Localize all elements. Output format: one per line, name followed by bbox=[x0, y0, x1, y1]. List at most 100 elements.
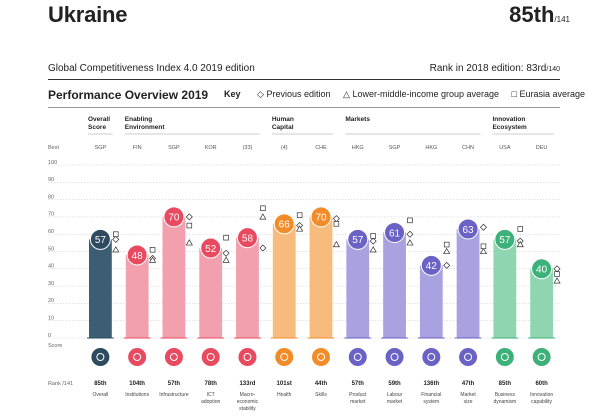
score-axis-label: Score bbox=[48, 343, 62, 349]
legend-eurasia-average-label: Eurasia average bbox=[519, 89, 586, 99]
bar bbox=[456, 229, 480, 338]
y-tick-label: 90 bbox=[48, 177, 54, 183]
pillar-label: Market bbox=[460, 392, 476, 398]
rank-value: 136th bbox=[423, 381, 439, 387]
lmi-average-marker bbox=[479, 247, 488, 255]
lightbulb-icon-glyph bbox=[537, 353, 546, 361]
overall-rank-total: /141 bbox=[554, 15, 570, 24]
country-title: Ukraine bbox=[48, 2, 128, 27]
score-value: 66 bbox=[279, 220, 291, 231]
previous-edition-marker bbox=[406, 230, 414, 238]
group-label: Enabling bbox=[125, 116, 152, 123]
award-icon-glyph bbox=[96, 353, 105, 361]
score-circle bbox=[494, 228, 516, 250]
bar bbox=[309, 216, 333, 338]
chip-icon-glyph bbox=[206, 353, 215, 361]
score-circle bbox=[384, 221, 406, 243]
lmi-average-marker bbox=[185, 239, 193, 246]
best-economy-label: SGP bbox=[95, 145, 107, 151]
eurasia-average-marker bbox=[186, 222, 193, 229]
pillar-label: Innovation bbox=[530, 392, 553, 398]
group-label: Innovation bbox=[492, 116, 525, 123]
graduation-icon bbox=[312, 348, 330, 366]
previous-edition-marker bbox=[369, 237, 377, 245]
rank-value: 59th bbox=[388, 381, 401, 387]
score-value: 61 bbox=[389, 228, 401, 239]
previous-edition-marker bbox=[112, 235, 120, 243]
rank-value: 101st bbox=[277, 381, 292, 387]
score-circle bbox=[420, 254, 442, 276]
lmi-average-marker bbox=[516, 240, 524, 248]
lmi-average-marker bbox=[222, 256, 230, 263]
bar bbox=[88, 239, 112, 338]
panel-title: Performance Overview 2019 bbox=[48, 88, 209, 102]
award-icon bbox=[91, 348, 110, 366]
y-tick-label: 60 bbox=[48, 229, 54, 235]
group-label: Markets bbox=[345, 116, 370, 123]
pillar-label: Infrastructure bbox=[159, 392, 189, 398]
group-label: Score bbox=[88, 124, 106, 131]
score-circle bbox=[310, 206, 332, 228]
bar bbox=[419, 265, 443, 338]
best-economy-label: DEU bbox=[536, 145, 548, 151]
pillar-label: capability bbox=[531, 399, 552, 405]
score-value: 48 bbox=[132, 251, 144, 262]
panel-divider bbox=[48, 107, 560, 108]
pillar-label: Business bbox=[495, 392, 516, 398]
people-icon-glyph bbox=[390, 353, 399, 361]
y-tick-label: 20 bbox=[48, 298, 54, 304]
lmi-average-marker bbox=[296, 225, 304, 232]
pillar-label: market bbox=[387, 399, 403, 405]
group-label: Human bbox=[272, 116, 294, 123]
bar bbox=[346, 239, 370, 338]
rank-value: 104th bbox=[129, 381, 145, 387]
card-icon bbox=[422, 348, 441, 366]
y-tick-label: 70 bbox=[48, 212, 54, 218]
previous-edition-marker bbox=[479, 223, 487, 231]
group-label: Capital bbox=[272, 124, 294, 131]
eurasia-average-marker bbox=[223, 234, 229, 241]
previous-edition-marker bbox=[222, 249, 230, 257]
y-tick-label: 50 bbox=[48, 246, 54, 252]
previous-edition-marker bbox=[553, 265, 561, 273]
best-economy-label: FIN bbox=[133, 145, 142, 151]
overall-rank-value: 85th bbox=[509, 2, 555, 27]
group-label: Ecosystem bbox=[492, 124, 527, 131]
lmi-average-marker bbox=[406, 239, 414, 246]
pillar-label: ICT bbox=[207, 392, 215, 398]
best-economy-label: (33) bbox=[243, 145, 253, 151]
score-circle bbox=[273, 213, 295, 235]
score-value: 57 bbox=[95, 235, 107, 246]
lmi-average-marker bbox=[148, 256, 157, 263]
y-tick-label: 100 bbox=[48, 160, 57, 166]
lmi-average-marker bbox=[259, 213, 267, 220]
lmi-average-marker bbox=[443, 247, 451, 255]
overall-rank: 85th/141 bbox=[509, 2, 570, 28]
group-label: Overall bbox=[88, 116, 110, 123]
lmi-average-marker bbox=[553, 277, 561, 284]
pillar-label: system bbox=[423, 399, 439, 405]
pillar-label: Financial bbox=[421, 392, 441, 398]
rank-value: 85th bbox=[499, 381, 512, 387]
pillar-label: size bbox=[464, 399, 473, 405]
previous-edition-marker bbox=[185, 213, 193, 221]
rank-value: 60th bbox=[535, 381, 548, 387]
bar bbox=[493, 239, 517, 338]
rank-value: 47th bbox=[462, 381, 475, 387]
score-circle bbox=[531, 258, 553, 280]
eurasia-average-marker bbox=[370, 233, 376, 239]
previous-edition-marker bbox=[259, 244, 267, 252]
eurasia-average-marker bbox=[480, 243, 487, 250]
y-tick-label: 0 bbox=[48, 333, 51, 339]
lightbulb-icon bbox=[532, 348, 551, 366]
pillar-label: economic bbox=[237, 399, 259, 405]
gavel-icon-glyph bbox=[133, 353, 142, 361]
y-tick-label: 10 bbox=[48, 316, 54, 322]
edition-label: Global Competitiveness Index 4.0 2019 ed… bbox=[48, 63, 255, 74]
bar bbox=[236, 237, 259, 338]
rank-2018: Rank in 2018 edition: 83rd/140 bbox=[430, 63, 560, 74]
lmi-average-marker bbox=[369, 246, 377, 253]
y-tick-label: 80 bbox=[48, 194, 54, 200]
heart-icon-glyph bbox=[280, 353, 289, 361]
rank-value: 85th bbox=[94, 381, 107, 387]
